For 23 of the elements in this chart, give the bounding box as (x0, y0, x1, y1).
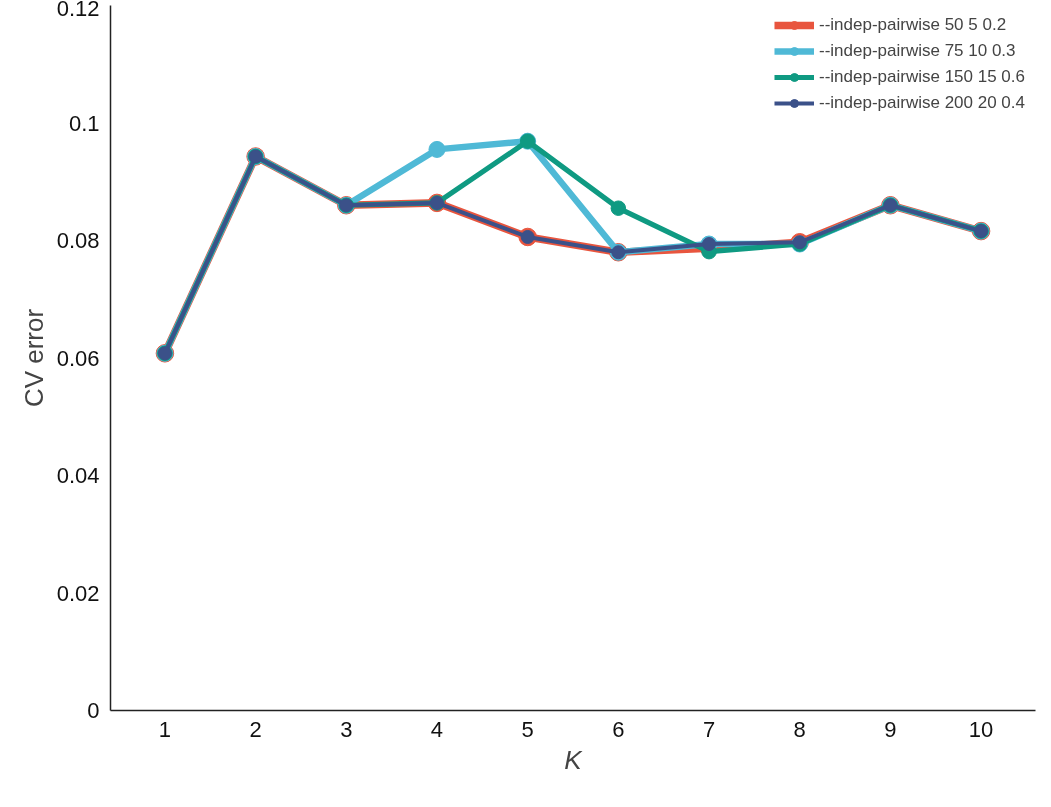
x-axis-title: K (564, 744, 584, 775)
x-tick-label: 9 (884, 716, 897, 742)
y-tick-label: 0.02 (56, 580, 100, 606)
y-tick-label: 0.12 (56, 0, 100, 21)
x-tick-label: 8 (793, 716, 806, 742)
legend-label: --indep-pairwise 75 10 0.3 (818, 41, 1016, 61)
y-tick-label: 0.04 (56, 463, 100, 488)
legend-label: --indep-pairwise 150 15 0.6 (818, 67, 1025, 87)
legend-label: --indep-pairwise 200 20 0.4 (818, 93, 1025, 113)
y-tick-label: 0.06 (56, 345, 100, 371)
x-tick-label: 6 (612, 716, 625, 742)
x-tick-label: 3 (340, 716, 353, 742)
x-tick-label: 2 (249, 716, 262, 742)
x-tick-label: 7 (702, 716, 716, 742)
x-tick-label: 4 (430, 716, 444, 742)
x-tick-label: 1 (158, 716, 172, 742)
y-tick-label: 0 (87, 698, 100, 723)
x-tick-label: 10 (968, 716, 994, 742)
x-tick-label: 5 (521, 716, 534, 742)
y-tick-label: 0.1 (68, 110, 100, 136)
y-tick-label: 0.08 (56, 228, 100, 253)
y-axis-title: CV error (18, 308, 49, 408)
legend-label: --indep-pairwise 50 5 0.2 (818, 15, 1007, 35)
